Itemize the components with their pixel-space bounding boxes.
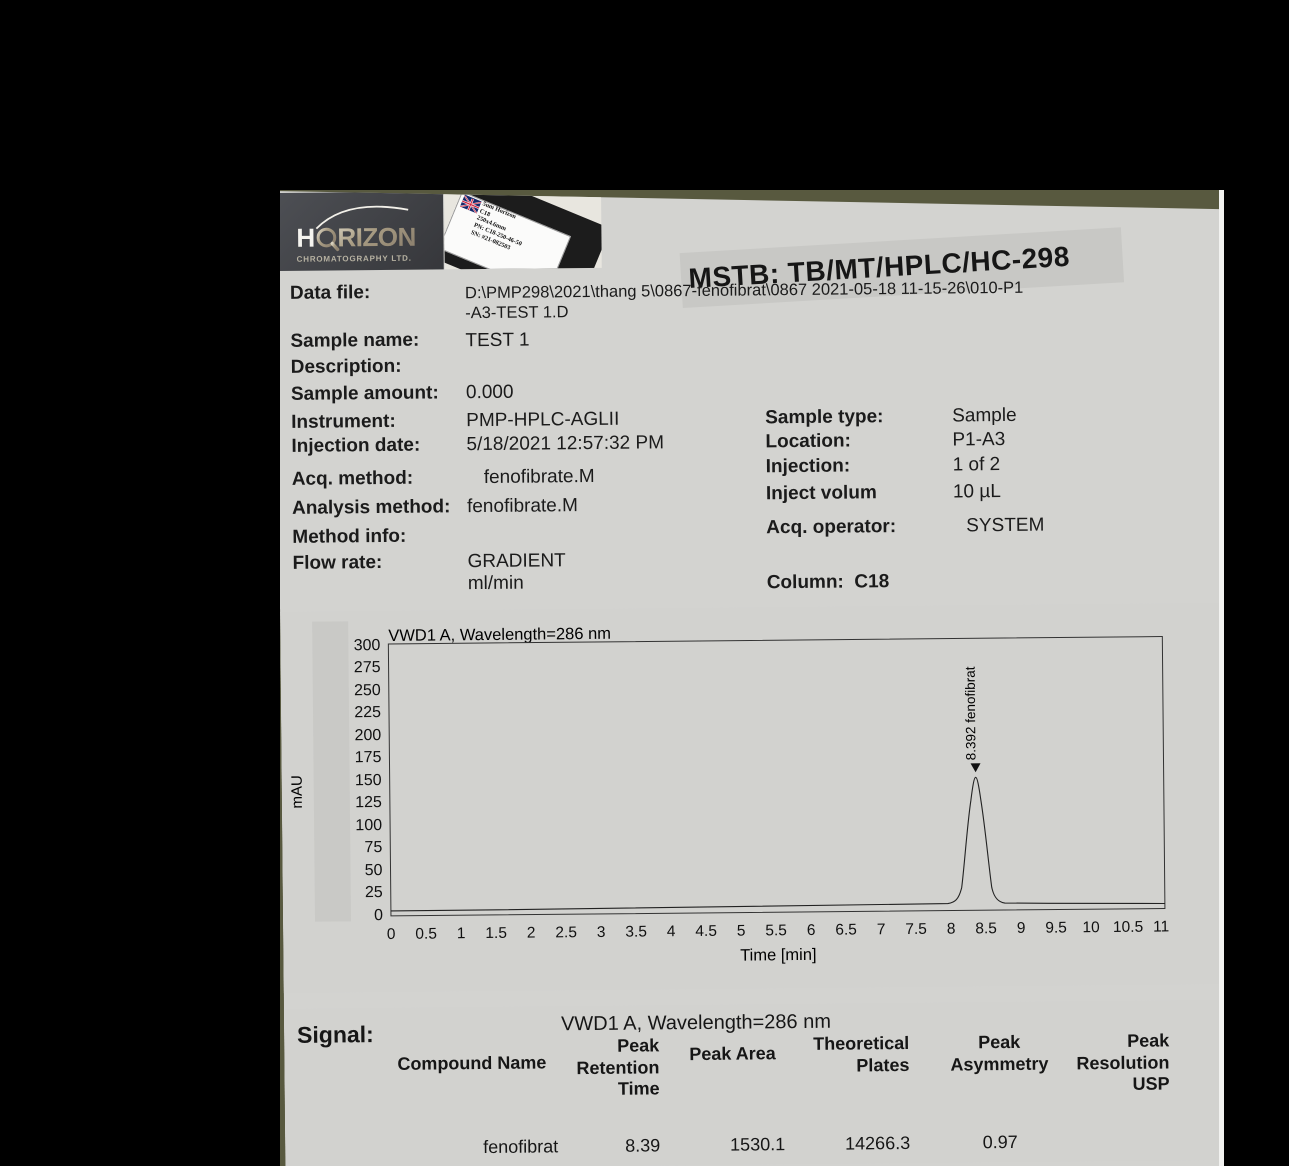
svg-text:10.5: 10.5 xyxy=(1113,919,1143,936)
svg-text:8.392 fenofibrat: 8.392 fenofibrat xyxy=(963,666,979,760)
svg-text:3.5: 3.5 xyxy=(625,923,647,940)
svg-text:6.5: 6.5 xyxy=(835,921,857,938)
svg-text:200: 200 xyxy=(354,727,381,744)
svg-text:50: 50 xyxy=(365,862,383,879)
svg-text:9: 9 xyxy=(1017,920,1026,937)
svg-text:10: 10 xyxy=(1082,919,1100,936)
svg-text:5: 5 xyxy=(737,923,746,940)
svg-text:8: 8 xyxy=(947,921,956,938)
svg-text:100: 100 xyxy=(355,817,382,834)
svg-text:7: 7 xyxy=(877,921,886,938)
svg-text:0: 0 xyxy=(374,907,383,924)
svg-text:5.5: 5.5 xyxy=(765,922,787,939)
svg-text:25: 25 xyxy=(365,884,383,901)
svg-text:2: 2 xyxy=(527,925,536,942)
svg-text:250: 250 xyxy=(354,682,381,699)
svg-text:150: 150 xyxy=(355,772,382,789)
svg-text:0: 0 xyxy=(387,926,396,943)
svg-text:RIZON: RIZON xyxy=(337,222,416,253)
svg-text:Time [min]: Time [min] xyxy=(740,946,817,965)
svg-text:125: 125 xyxy=(355,794,382,811)
svg-text:11: 11 xyxy=(1153,918,1169,935)
svg-text:4.5: 4.5 xyxy=(695,923,717,940)
svg-text:H: H xyxy=(296,223,315,253)
svg-text:225: 225 xyxy=(354,704,381,721)
svg-text:175: 175 xyxy=(355,749,382,766)
svg-text:2.5: 2.5 xyxy=(555,924,577,941)
svg-text:mAU: mAU xyxy=(289,775,306,809)
svg-text:0.5: 0.5 xyxy=(415,925,437,942)
svg-text:300: 300 xyxy=(354,637,381,654)
svg-text:1.5: 1.5 xyxy=(485,925,507,942)
svg-text:7.5: 7.5 xyxy=(905,921,927,938)
svg-text:275: 275 xyxy=(354,659,381,676)
svg-text:8.5: 8.5 xyxy=(975,920,997,937)
svg-text:CHROMATOGRAPHY LTD.: CHROMATOGRAPHY LTD. xyxy=(297,254,412,264)
svg-text:3: 3 xyxy=(597,924,606,941)
svg-text:4: 4 xyxy=(667,923,676,940)
svg-text:9.5: 9.5 xyxy=(1045,919,1067,936)
svg-text:1: 1 xyxy=(457,925,466,942)
svg-text:75: 75 xyxy=(364,839,382,856)
svg-text:6: 6 xyxy=(807,922,816,939)
